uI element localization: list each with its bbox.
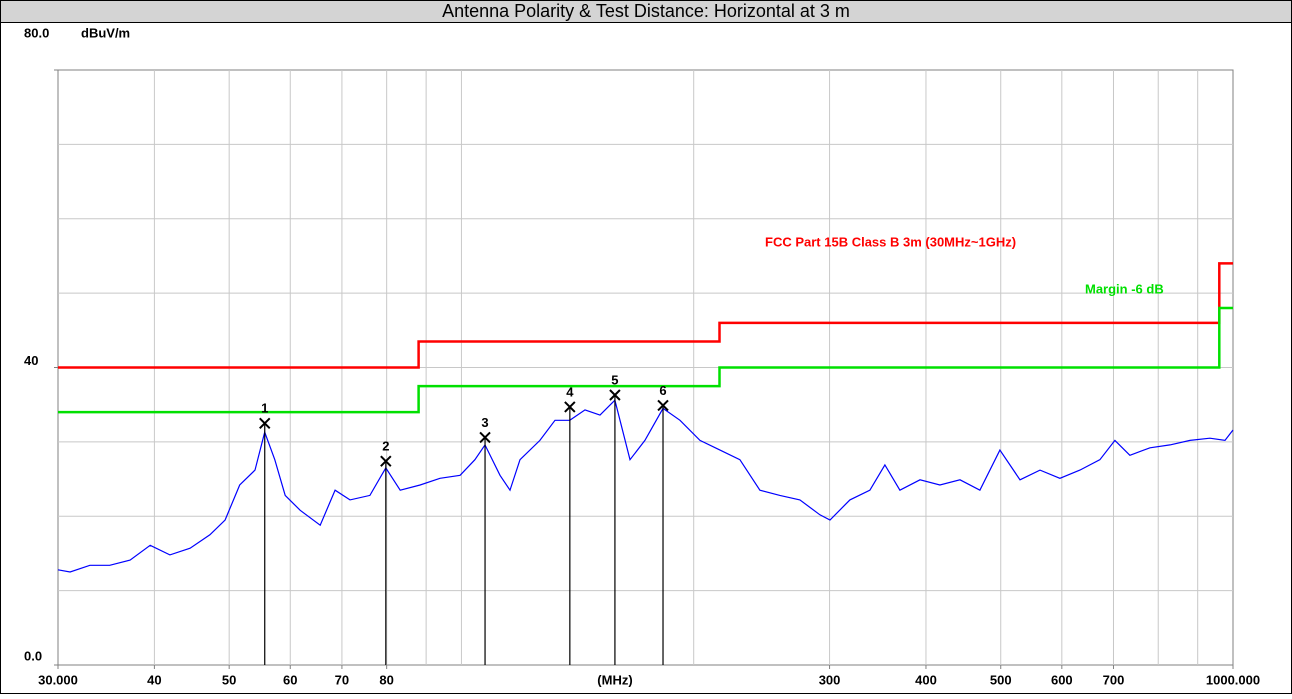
x-tick-label: 80 (379, 672, 393, 687)
x-tick-label: 40 (147, 672, 161, 687)
x-tick-label: 600 (1051, 672, 1073, 687)
marker-cross (259, 417, 271, 429)
marker-label: 4 (566, 384, 574, 399)
y-axis-label: dBuV/m (81, 25, 130, 40)
marker-label: 1 (261, 401, 268, 416)
x-tick-label: 300 (819, 672, 841, 687)
series-line (57, 399, 1234, 573)
x-tick-label: 1000.000 (1206, 672, 1260, 687)
series-label: Margin -6 dB (1085, 281, 1164, 296)
y-tick-label: 80.0 (24, 25, 49, 40)
x-axis-label: (MHz) (597, 672, 632, 687)
y-tick-label: 40 (24, 353, 38, 368)
x-tick-label: 60 (283, 672, 297, 687)
x-tick-label: 70 (335, 672, 349, 687)
series-line (58, 306, 1233, 414)
marker-label: 5 (611, 372, 618, 387)
marker-label: 6 (659, 383, 666, 398)
x-tick-label: 50 (222, 672, 236, 687)
chart-title: Antenna Polarity & Test Distance: Horizo… (442, 1, 850, 21)
x-tick-label: 700 (1103, 672, 1125, 687)
marker-cross (380, 455, 392, 467)
marker-cross (657, 399, 669, 412)
series-label: FCC Part 15B Class B 3m (30MHz~1GHz) (765, 234, 1016, 249)
marker-cross (609, 389, 621, 401)
marker-cross (564, 401, 576, 413)
marker-cross (479, 431, 491, 444)
marker-label: 3 (481, 415, 488, 430)
marker-label: 2 (382, 439, 389, 454)
series-line (58, 262, 1233, 369)
x-tick-label: 400 (915, 672, 937, 687)
x-tick-label: 30.000 (38, 672, 78, 687)
y-tick-label: 0.0 (24, 648, 42, 663)
x-tick-label: 500 (990, 672, 1012, 687)
